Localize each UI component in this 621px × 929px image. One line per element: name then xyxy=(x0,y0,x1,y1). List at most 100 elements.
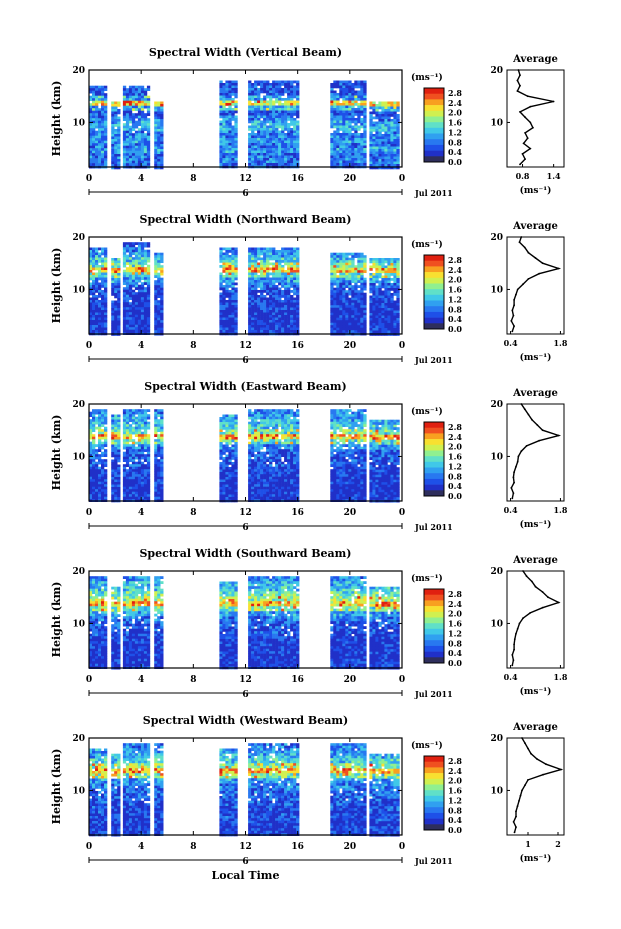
heatmap-cell xyxy=(287,160,291,164)
heatmap-cell xyxy=(296,148,300,151)
heatmap-cell xyxy=(104,449,108,452)
heatmap-cell xyxy=(260,80,264,84)
heatmap-cell xyxy=(101,476,105,480)
heatmap-cell xyxy=(122,277,127,280)
heatmap-cell xyxy=(263,150,267,154)
heatmap-cell xyxy=(114,156,118,160)
heatmap-cell xyxy=(101,95,105,99)
heatmap-cell xyxy=(369,305,373,309)
heatmap-cell xyxy=(387,141,391,145)
heatmap-cell xyxy=(125,160,130,164)
x-tick-label: 0 xyxy=(399,341,405,351)
heatmap-cell xyxy=(330,108,334,111)
heatmap-cell xyxy=(154,146,158,150)
heatmap-cell xyxy=(284,262,288,266)
heatmap-cell xyxy=(219,158,223,161)
heatmap-cell xyxy=(248,90,252,94)
heatmap-cell xyxy=(348,282,352,286)
heatmap-cell xyxy=(98,317,102,321)
heatmap-cell xyxy=(114,315,118,319)
heatmap-cell xyxy=(104,292,108,296)
heatmap-cell xyxy=(266,327,270,331)
heatmap-cell xyxy=(128,297,133,300)
heatmap-cell xyxy=(296,153,300,156)
heatmap-cell xyxy=(336,327,340,331)
heatmap-cell xyxy=(360,282,364,286)
heatmap-cell xyxy=(122,476,127,480)
heatmap-cell xyxy=(125,150,130,154)
heatmap-cell xyxy=(278,108,282,111)
heatmap-cell xyxy=(272,120,276,124)
colorbar-swatch xyxy=(424,122,444,129)
heatmap-cell xyxy=(98,434,102,437)
heatmap-cell xyxy=(260,163,264,166)
heatmap-cell xyxy=(111,124,115,127)
heatmap-cell xyxy=(260,280,264,283)
heatmap-cell xyxy=(272,302,276,306)
heatmap-cell xyxy=(248,143,252,146)
heatmap-cell xyxy=(281,300,285,303)
heatmap-cell xyxy=(330,267,334,271)
heatmap-cell xyxy=(143,257,148,260)
heatmap-cell xyxy=(375,161,379,165)
heatmap-cell xyxy=(269,115,273,119)
heatmap-cell xyxy=(348,297,352,301)
heatmap-cell xyxy=(275,285,279,288)
heatmap-cell xyxy=(131,103,136,106)
heatmap-cell xyxy=(157,114,161,117)
heatmap-cell xyxy=(369,320,373,324)
heatmap-cell xyxy=(348,110,352,114)
heatmap-cell xyxy=(101,409,105,412)
heatmap-cell xyxy=(160,290,164,293)
heatmap-cell xyxy=(342,300,346,303)
heatmap-cell xyxy=(378,136,382,140)
heatmap-cell xyxy=(104,322,108,326)
heatmap-cell xyxy=(360,135,364,139)
heatmap-cell xyxy=(225,310,229,313)
heatmap-cell xyxy=(375,131,379,135)
avg-profile-line xyxy=(516,69,554,165)
heatmap-cell xyxy=(154,275,158,278)
heatmap-cell xyxy=(384,310,388,314)
heatmap-cell xyxy=(260,260,264,263)
heatmap-cell xyxy=(104,150,108,154)
heatmap-cell xyxy=(375,295,379,299)
heatmap-cell xyxy=(254,280,258,283)
heatmap-cell xyxy=(137,249,142,253)
heatmap-cell xyxy=(98,312,102,316)
heatmap-cell xyxy=(263,250,267,253)
heatmap-cell xyxy=(98,481,102,485)
heatmap-cell xyxy=(228,270,232,273)
heatmap-cell xyxy=(146,274,151,278)
avg-x-tick-label: 1.8 xyxy=(553,338,567,348)
heatmap-cell xyxy=(257,262,261,266)
heatmap-cell xyxy=(357,257,361,261)
heatmap-cell xyxy=(360,267,364,271)
avg-y-tick-label: 20 xyxy=(490,66,503,76)
heatmap-cell xyxy=(354,83,358,86)
heatmap-cell xyxy=(351,88,355,91)
heatmap-cell xyxy=(131,327,136,330)
heatmap-cell xyxy=(296,290,300,293)
heatmap-cell xyxy=(381,121,385,125)
heatmap-cell xyxy=(125,429,130,432)
heatmap-cell xyxy=(122,257,127,260)
heatmap-cell xyxy=(387,308,391,311)
heatmap-cell xyxy=(363,300,367,303)
heatmap-cell xyxy=(290,307,294,311)
heatmap-cell xyxy=(384,323,388,326)
heatmap-cell xyxy=(360,285,364,288)
heatmap-cell xyxy=(104,135,108,139)
heatmap-cell xyxy=(354,327,358,331)
heatmap-cell xyxy=(143,289,148,293)
heatmap-cell xyxy=(222,108,226,111)
heatmap-cell xyxy=(137,419,142,422)
heatmap-cell xyxy=(284,257,288,261)
heatmap-cell xyxy=(363,110,367,114)
heatmap-cell xyxy=(278,292,282,296)
heatmap-cell xyxy=(225,158,229,161)
heatmap-cell xyxy=(228,93,232,96)
heatmap-cell xyxy=(330,325,334,328)
heatmap-cell xyxy=(284,123,288,126)
heatmap-cell xyxy=(154,317,158,321)
